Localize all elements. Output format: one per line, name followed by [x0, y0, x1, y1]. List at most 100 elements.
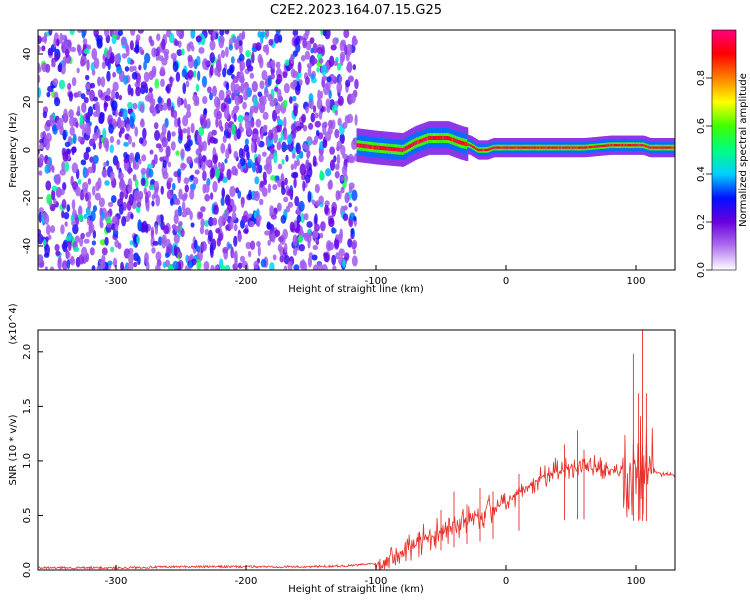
heatmap-cell	[148, 168, 154, 178]
heatmap-cell	[337, 117, 342, 127]
heatmap-cell	[582, 146, 586, 149]
heatmap-cell	[617, 144, 620, 147]
heatmap-cell	[78, 205, 83, 217]
x-tick-label: -300	[105, 576, 128, 587]
heatmap-cell	[71, 162, 79, 174]
heatmap-cell	[205, 118, 211, 129]
heatmap-cell	[579, 146, 583, 149]
heatmap-cell	[136, 201, 142, 208]
heatmap-cell	[198, 47, 205, 54]
heatmap-cell	[64, 221, 68, 227]
heatmap-cell	[202, 95, 208, 105]
heatmap-cell	[198, 211, 204, 219]
heatmap-cell	[75, 121, 79, 128]
heatmap-cell	[296, 154, 300, 162]
heatmap-cell	[52, 78, 59, 86]
heatmap-cell	[57, 255, 62, 268]
heatmap-cell	[297, 235, 303, 243]
heatmap-cell	[325, 79, 331, 92]
heatmap-cell	[216, 237, 222, 247]
heatmap-cell	[588, 145, 592, 149]
heatmap-cell	[307, 140, 311, 146]
heatmap-cell	[266, 221, 271, 230]
heatmap-cell	[98, 197, 105, 208]
x-tick-label: 0	[503, 276, 509, 287]
heatmap-cell	[84, 74, 90, 81]
heatmap-cell	[231, 251, 236, 259]
heatmap-cell	[492, 146, 495, 150]
heatmap-cell	[151, 47, 157, 58]
heatmap-cell	[548, 146, 551, 149]
heatmap-cell	[662, 146, 665, 149]
heatmap-cell	[461, 140, 464, 145]
heatmap-cell	[659, 146, 662, 149]
heatmap-cell	[230, 81, 236, 93]
heatmap-cell	[506, 146, 509, 149]
heatmap-cell	[216, 98, 221, 107]
heatmap-cell	[175, 150, 180, 156]
heatmap-cell	[80, 93, 86, 100]
heatmap-cell	[77, 214, 84, 222]
heatmap-cell	[270, 214, 277, 220]
heatmap-cell	[127, 167, 132, 175]
heatmap-cell	[49, 225, 56, 233]
heatmap-cell	[118, 179, 126, 191]
heatmap-cell	[251, 51, 255, 64]
heatmap-cell	[158, 236, 163, 246]
heatmap-cell	[137, 219, 142, 232]
heatmap-cell	[283, 242, 288, 253]
heatmap-cell	[434, 135, 438, 141]
heatmap-cell	[574, 146, 578, 149]
heatmap-cell	[106, 222, 112, 228]
heatmap-cell	[192, 176, 199, 185]
heatmap-cell	[201, 241, 207, 252]
heatmap-cell	[621, 144, 625, 147]
heatmap-cell	[270, 73, 276, 80]
heatmap-cell	[176, 49, 183, 56]
heatmap-cell	[76, 67, 80, 74]
heatmap-cell	[48, 30, 53, 36]
heatmap-cell	[481, 148, 484, 152]
heatmap-cell	[131, 141, 136, 148]
heatmap-cell	[587, 146, 590, 149]
heatmap-cell	[218, 35, 225, 44]
heatmap-cell	[196, 258, 202, 270]
heatmap-cell	[293, 105, 298, 117]
heatmap-cell	[315, 129, 320, 137]
heatmap-cell	[225, 148, 230, 160]
heatmap-cell	[310, 112, 316, 123]
heatmap-cell	[403, 147, 406, 152]
heatmap-cell	[490, 147, 494, 150]
heatmap-cell	[464, 141, 467, 146]
heatmap-cell	[123, 141, 129, 147]
heatmap-cell	[559, 146, 562, 149]
heatmap-cell	[247, 65, 254, 72]
heatmap-cell	[305, 174, 311, 184]
heatmap-cell	[321, 122, 325, 129]
heatmap-cell	[592, 145, 595, 149]
heatmap-cell	[177, 117, 181, 128]
heatmap-cell	[200, 218, 205, 228]
heatmap-cell	[154, 224, 159, 235]
heatmap-cell	[158, 106, 164, 112]
heatmap-cell	[67, 82, 72, 91]
heatmap-cell	[63, 211, 70, 220]
heatmap-cell	[479, 148, 483, 152]
heatmap-cell	[267, 76, 272, 87]
heatmap-cell	[368, 144, 372, 149]
heatmap-cell	[320, 64, 327, 76]
heatmap-cell	[342, 258, 346, 269]
heatmap-cell	[646, 145, 650, 148]
heatmap-cell	[109, 171, 115, 182]
heatmap-cell	[152, 240, 159, 246]
heatmap-cell	[339, 51, 346, 63]
heatmap-cell	[143, 71, 150, 83]
heatmap-cell	[283, 83, 290, 94]
heatmap-cell	[200, 206, 206, 213]
colorbar-label: Normalized spectral amplitude	[738, 73, 749, 227]
heatmap-cell	[528, 146, 531, 149]
heatmap-cell	[218, 216, 224, 228]
heatmap-cell	[344, 44, 348, 56]
heatmap-cell	[263, 88, 269, 98]
heatmap-cell	[450, 136, 453, 141]
